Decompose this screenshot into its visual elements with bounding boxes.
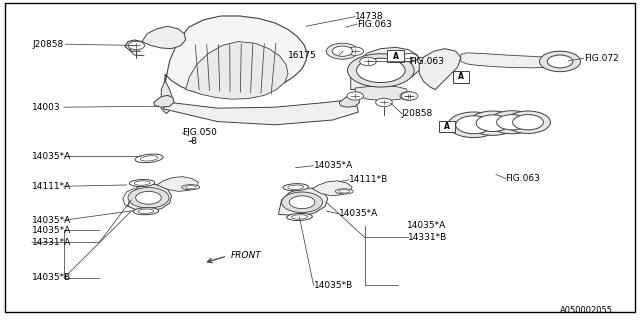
Circle shape [476,115,509,132]
Text: FIG.050: FIG.050 [182,128,217,137]
Text: 14035*A: 14035*A [407,221,446,230]
Text: A050002055: A050002055 [560,306,613,315]
Ellipse shape [138,209,154,213]
Text: 16175: 16175 [288,51,317,60]
Ellipse shape [283,184,308,191]
Text: FIG.063: FIG.063 [410,57,444,66]
Text: 14035*A: 14035*A [32,152,71,161]
Circle shape [401,92,418,100]
Polygon shape [339,95,360,107]
Text: A: A [392,52,399,60]
Circle shape [497,115,527,130]
Text: FRONT: FRONT [230,252,261,260]
Circle shape [289,196,315,209]
Polygon shape [161,81,173,114]
Polygon shape [157,177,198,191]
Ellipse shape [135,154,163,163]
Circle shape [506,111,550,133]
Circle shape [326,43,358,59]
Ellipse shape [287,213,312,220]
Text: 14331*A: 14331*A [32,238,71,247]
Circle shape [540,51,580,72]
Circle shape [128,41,145,50]
Text: 14035*A: 14035*A [32,216,71,225]
FancyBboxPatch shape [438,121,455,132]
Polygon shape [186,42,288,99]
Circle shape [456,116,492,134]
Text: -8: -8 [189,137,198,146]
Polygon shape [312,181,352,196]
Circle shape [376,98,392,107]
Ellipse shape [129,180,155,187]
Text: 14035*A: 14035*A [32,226,71,235]
Text: A: A [458,72,464,81]
Ellipse shape [140,156,158,161]
Polygon shape [128,184,172,211]
Circle shape [347,47,364,55]
Polygon shape [163,99,358,125]
Polygon shape [142,26,186,49]
Polygon shape [163,16,307,102]
Polygon shape [419,49,461,90]
Text: 14111*B: 14111*B [349,175,388,184]
Circle shape [513,115,543,130]
Circle shape [547,55,573,68]
Ellipse shape [292,215,307,219]
Text: FIG.063: FIG.063 [357,20,392,28]
Text: FIG.063: FIG.063 [506,174,540,183]
Circle shape [348,54,414,87]
Circle shape [136,191,161,204]
Text: 14111*A: 14111*A [32,182,71,191]
Text: 14035*A: 14035*A [314,161,353,170]
Circle shape [468,111,517,135]
Ellipse shape [185,186,196,189]
Text: J20858: J20858 [402,109,433,118]
Circle shape [347,92,364,100]
Ellipse shape [133,208,159,215]
Text: 14035*B: 14035*B [32,273,71,282]
FancyBboxPatch shape [387,50,404,62]
Circle shape [360,57,376,66]
Ellipse shape [134,181,150,185]
Text: FIG.072: FIG.072 [584,54,618,63]
Ellipse shape [339,190,350,193]
Circle shape [356,58,405,83]
Text: A: A [444,122,450,131]
Ellipse shape [182,185,200,190]
Text: 14035*A: 14035*A [339,209,378,218]
Text: 14035*B: 14035*B [314,281,353,290]
Circle shape [448,112,499,138]
Ellipse shape [288,185,303,189]
Circle shape [332,46,353,56]
Text: 14331*B: 14331*B [408,233,447,242]
Circle shape [128,188,169,208]
Circle shape [282,192,323,212]
Polygon shape [355,86,408,101]
Text: 14738: 14738 [355,12,384,21]
Polygon shape [154,95,174,107]
Polygon shape [351,47,421,90]
Polygon shape [278,188,328,216]
Circle shape [400,92,417,100]
FancyBboxPatch shape [452,71,469,83]
Circle shape [489,111,535,134]
Ellipse shape [335,189,353,194]
Text: 14003: 14003 [32,103,61,112]
Circle shape [401,53,418,62]
Polygon shape [461,53,558,68]
Text: J20858: J20858 [32,40,63,49]
